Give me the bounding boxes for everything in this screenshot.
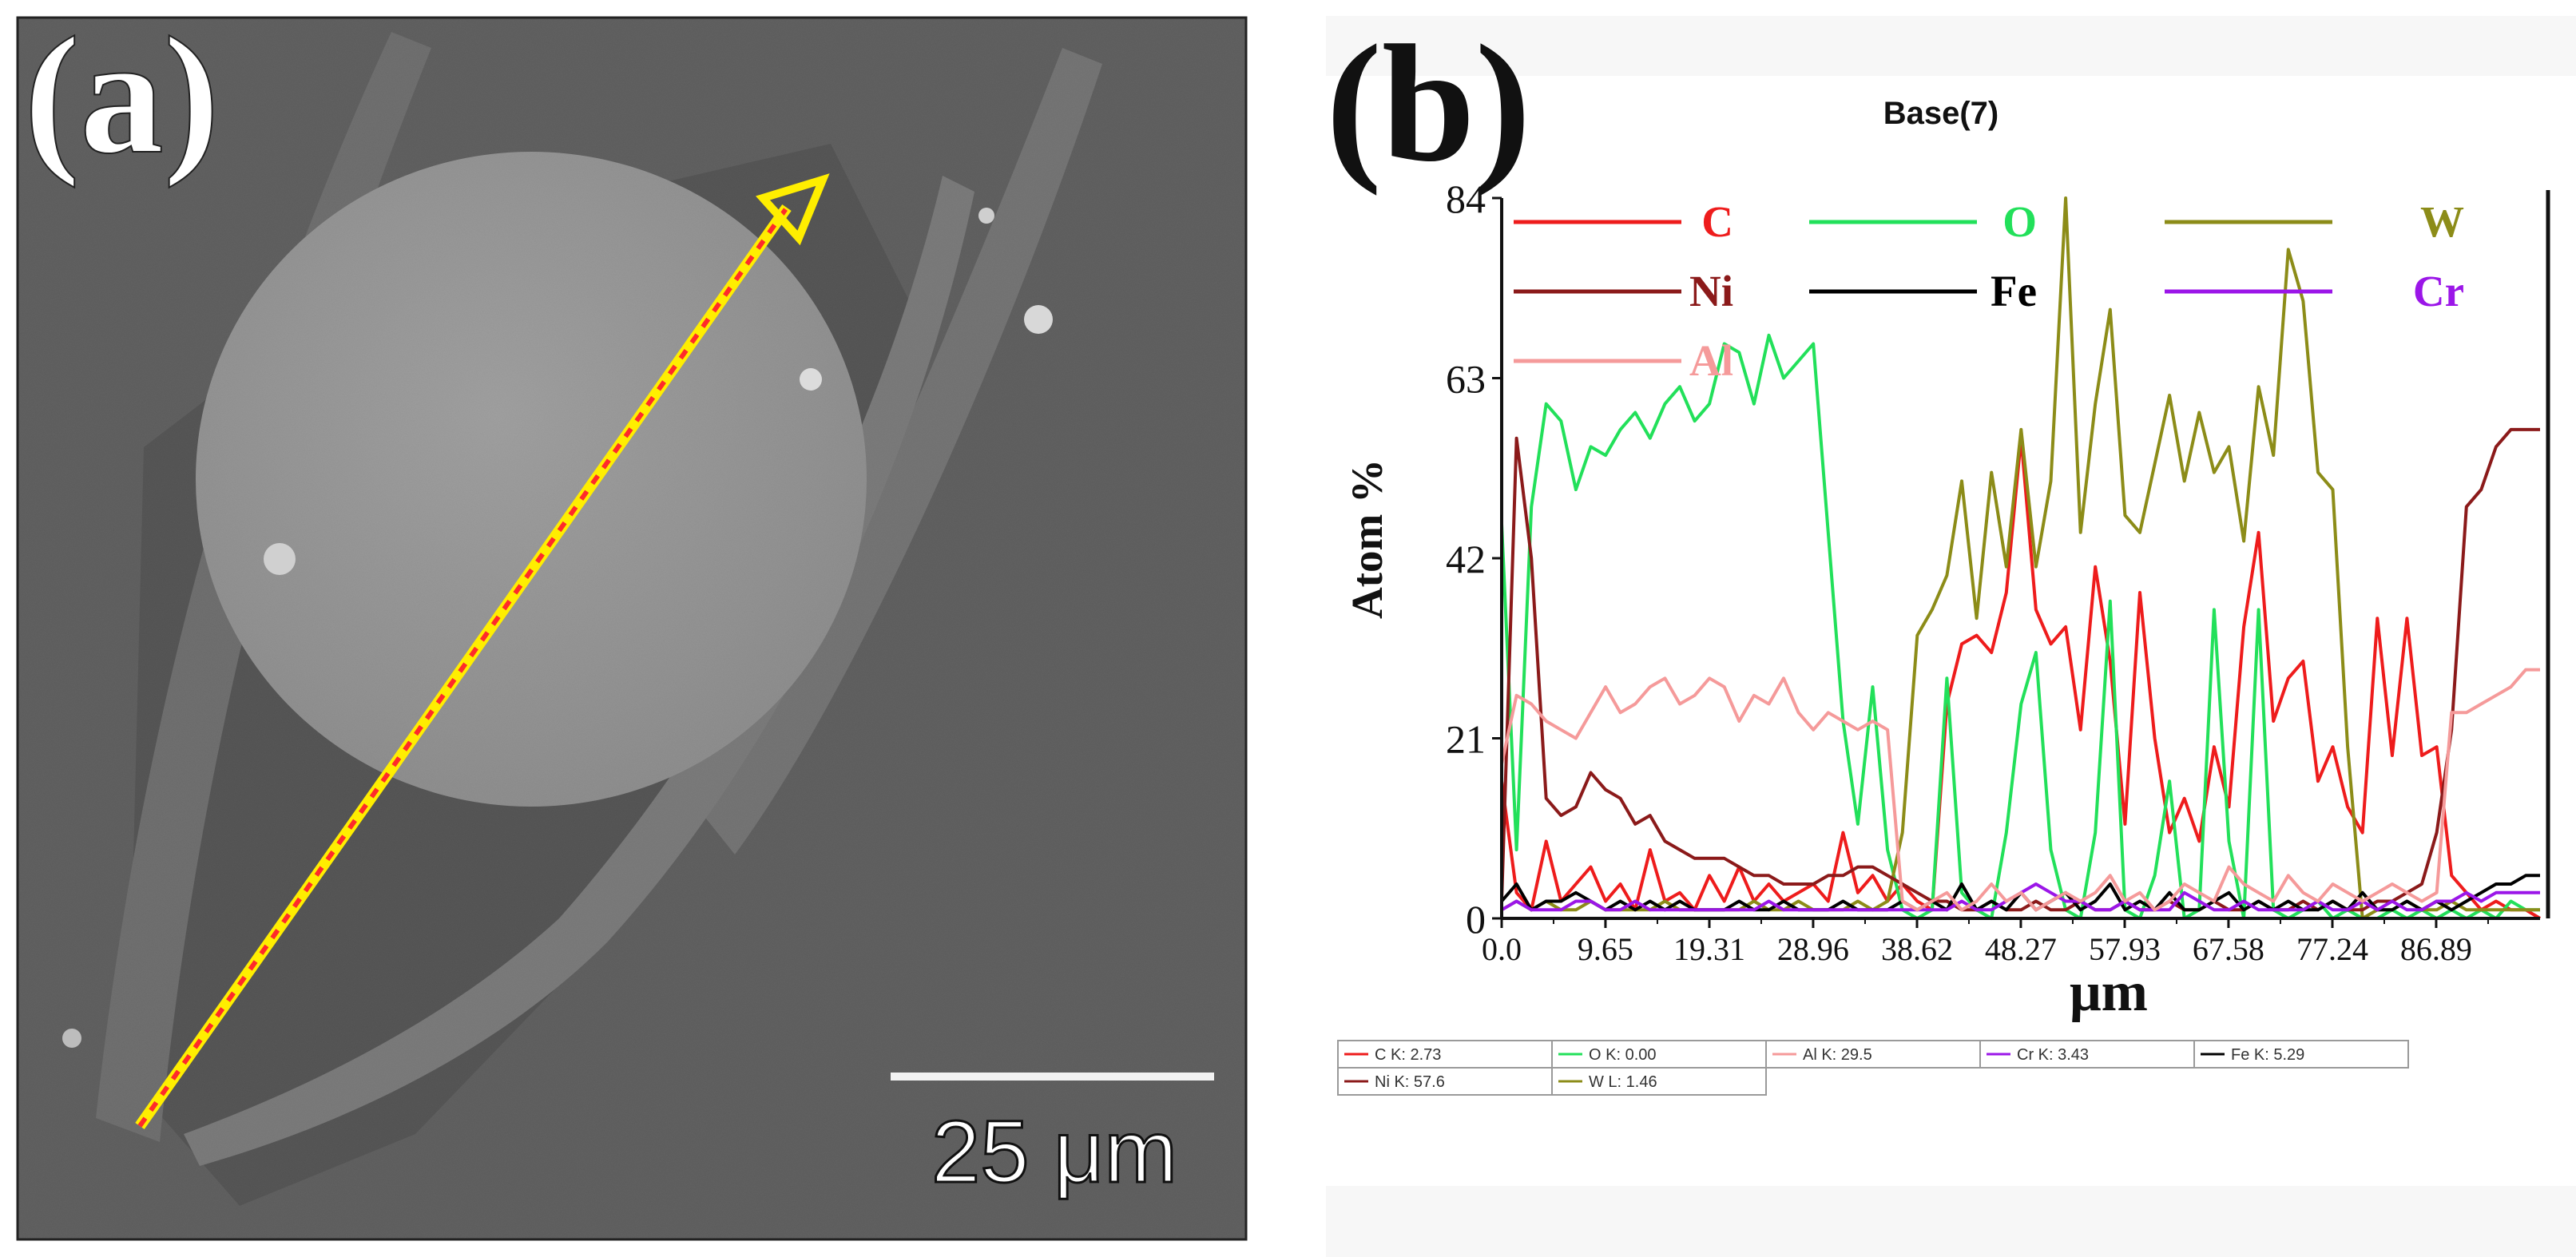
- x-tick-label: 28.96: [1777, 931, 1849, 967]
- x-tick-label: 57.93: [2089, 931, 2161, 967]
- panel-label-b: (b): [1326, 11, 1531, 196]
- line-scan-end-marker: [756, 173, 830, 246]
- readout-value: C K: 2.73: [1375, 1046, 1441, 1064]
- x-tick-label: 67.58: [2193, 931, 2264, 967]
- legend-label: Fe: [1991, 267, 2037, 315]
- y-axis-label: Atom %: [1343, 459, 1391, 619]
- y-tick-label: 63: [1446, 357, 1486, 402]
- axis-ticks: 0 21 42 63 84 0.0 9.65 19.31 28.96 38.62 48.27 57.9…: [1446, 176, 2489, 967]
- readout-cell: [1979, 1040, 2195, 1069]
- sem-debris: [264, 543, 296, 575]
- line-scan-dash: [137, 206, 789, 1128]
- sem-noise: [18, 18, 1246, 1239]
- y-tick-label: 42: [1446, 537, 1486, 581]
- readout-value: Fe K: 5.29: [2231, 1046, 2304, 1064]
- legend-label: Cr: [2413, 267, 2464, 315]
- legend-label: Ni: [1689, 267, 1733, 315]
- series-line-ni: [1500, 427, 2540, 912]
- axes: [1500, 190, 2550, 920]
- scale-bar-label: 25 μm: [931, 1103, 1177, 1201]
- y-tick-label: 84: [1446, 176, 1486, 221]
- readout-cell: [1765, 1040, 1981, 1069]
- x-tick-label: 48.27: [1985, 931, 2057, 967]
- x-tick-label: 38.62: [1881, 931, 1953, 967]
- readout-value: W L: 1.46: [1589, 1073, 1657, 1091]
- legend-label: O: [2002, 197, 2037, 246]
- sem-panel: 25 μm (a): [0, 0, 1262, 1257]
- scale-bar: [891, 1073, 1214, 1081]
- sem-debris: [62, 1029, 81, 1048]
- readout-cell: [1551, 1040, 1767, 1069]
- legend: C O W Ni Fe Cr Al: [1514, 197, 2464, 385]
- readout-cell: [1551, 1067, 1767, 1096]
- line-chart: (b) Base(7) μm Atom % 0 21 42 63 84 0.0 9.65 19…: [1326, 11, 2576, 1257]
- chart-panel: (b) Base(7) μm Atom % 0 21 42 63 84 0.0 9.65 19…: [1310, 0, 2576, 1257]
- readout-value: O K: 0.00: [1589, 1046, 1657, 1064]
- legend-label: W: [2420, 197, 2464, 246]
- readout-table: C K: 2.73 O K: 0.00 Al K: 29.5 Cr K: 3.43 Fe…: [1337, 1040, 2409, 1096]
- sem-frame: [16, 16, 1248, 1241]
- series-group: [1500, 196, 2542, 920]
- readout-value: Cr K: 3.43: [2017, 1046, 2089, 1064]
- x-tick-label: 86.89: [2400, 931, 2472, 967]
- y-tick-label: 21: [1446, 717, 1486, 762]
- readout-cell: [2193, 1040, 2409, 1069]
- y-tick-label: 0: [1466, 897, 1486, 942]
- x-tick-label: 0.0: [1482, 931, 1522, 967]
- sem-debris: [978, 208, 994, 224]
- x-axis-label: μm: [2070, 962, 2148, 1023]
- chart-plot-bg: [1326, 76, 2576, 1186]
- x-tick-label: 9.65: [1578, 931, 1633, 967]
- legend-label: Al: [1689, 336, 1733, 385]
- sem-image: 25 μm (a): [16, 2, 1248, 1241]
- chart-title: Base(7): [1883, 96, 1999, 131]
- x-tick-label: 19.31: [1673, 931, 1745, 967]
- panel-label-a: (a): [24, 3, 220, 188]
- readout-value: Al K: 29.5: [1803, 1046, 1872, 1064]
- sem-debris: [800, 368, 822, 391]
- x-tick-label: 77.24: [2296, 931, 2368, 967]
- sem-debris: [1024, 305, 1053, 334]
- legend-label: C: [1701, 197, 1733, 246]
- series-line-w: [1500, 196, 2540, 920]
- readout-cell: [1337, 1067, 1553, 1096]
- series-line-al: [1500, 668, 2540, 912]
- readout-value: Ni K: 57.6: [1375, 1073, 1445, 1091]
- readout-cell: [1337, 1040, 1553, 1069]
